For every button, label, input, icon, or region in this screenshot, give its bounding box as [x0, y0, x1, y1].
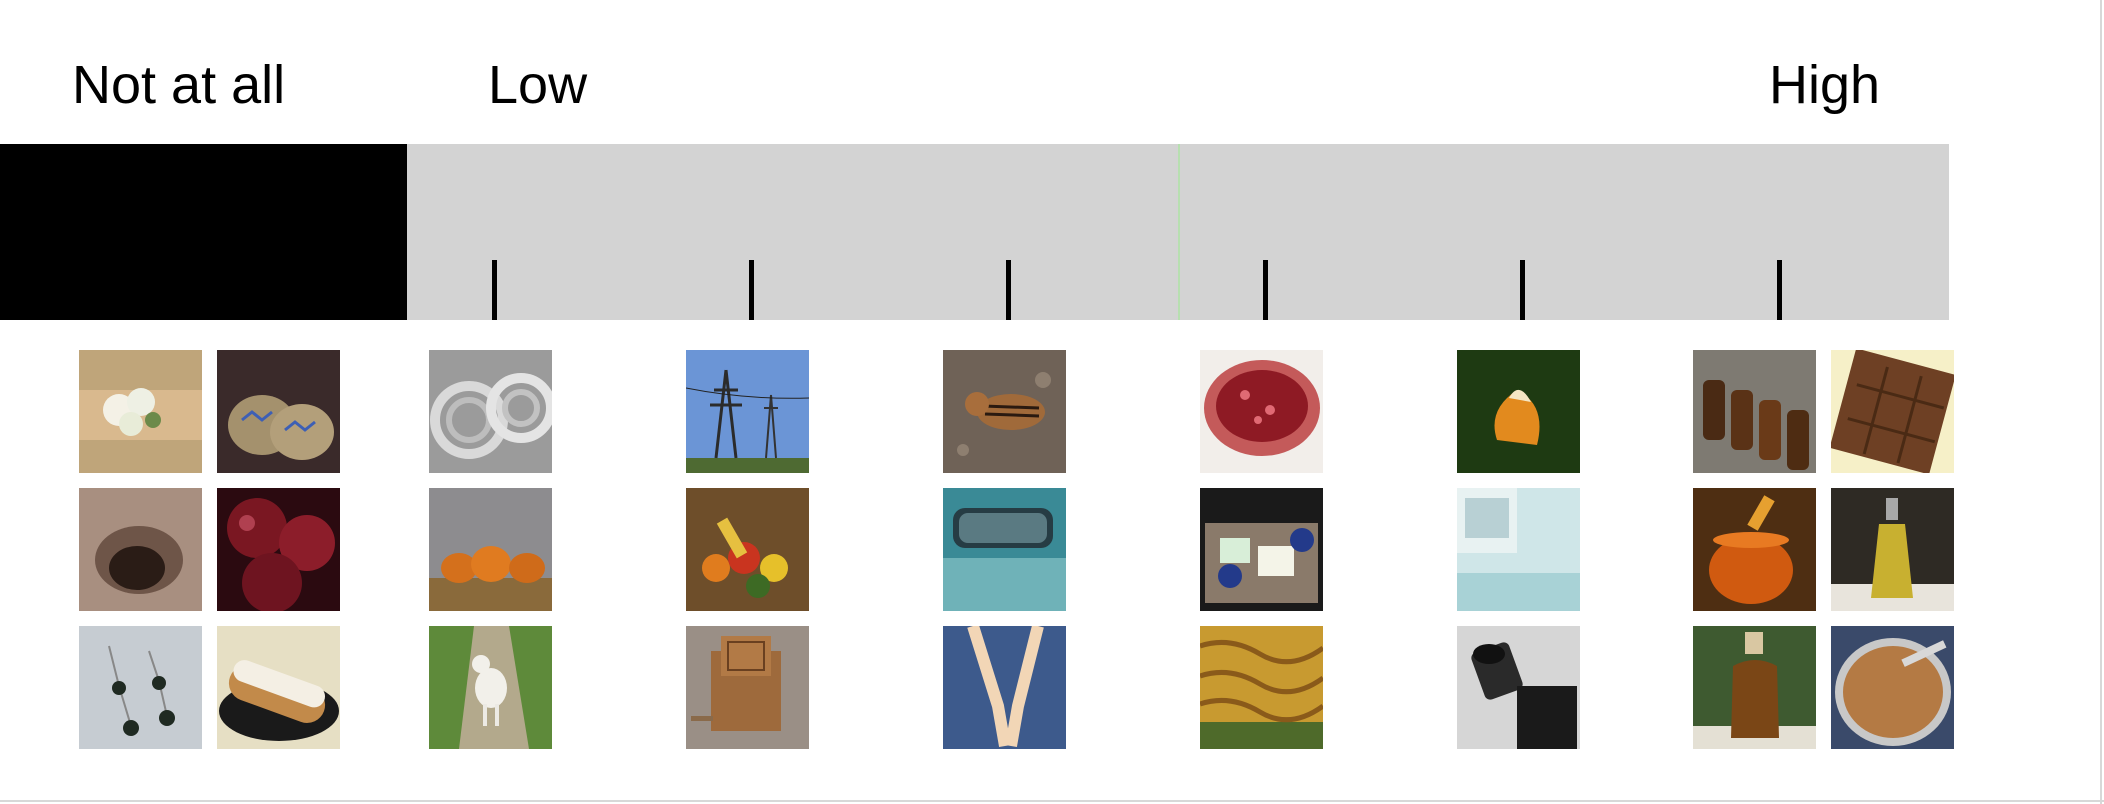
- honey-jar-image: [1693, 488, 1816, 611]
- moccasins-image: [217, 350, 340, 473]
- maple-syrup-bottle-image: [1693, 626, 1816, 749]
- scale-tick-2: [749, 260, 754, 320]
- car-mirror-image: [943, 488, 1066, 611]
- oil-cruet-image: [1831, 488, 1954, 611]
- label-high: High: [1769, 58, 1880, 112]
- chipmunk-image: [943, 350, 1066, 473]
- scale-tick-1: [492, 260, 497, 320]
- frame-edge-right: [2100, 0, 2102, 804]
- food-containers-image: [1200, 488, 1323, 611]
- wrist-corsage-image: [79, 350, 202, 473]
- scale-tick-4: [1263, 260, 1268, 320]
- syrup-bottles-image: [1693, 350, 1816, 473]
- cornucopia-image: [686, 488, 809, 611]
- bead-earrings-image: [79, 626, 202, 749]
- eclair-image: [217, 626, 340, 749]
- scale-midline: [1178, 144, 1180, 320]
- wooden-music-box-image: [686, 626, 809, 749]
- lamb-image: [429, 626, 552, 749]
- scale-tick-3: [1006, 260, 1011, 320]
- label-not-at-all: Not at all: [72, 58, 285, 112]
- label-low: Low: [488, 58, 587, 112]
- pomegranate-image: [1200, 350, 1323, 473]
- freezer-ice-image: [1457, 488, 1580, 611]
- power-lines-image: [686, 350, 809, 473]
- beets-image: [217, 488, 340, 611]
- wire-coils-image: [429, 350, 552, 473]
- frame-edge-bottom: [0, 800, 2104, 802]
- lanyard-image: [943, 626, 1066, 749]
- telescope-eyepiece-image: [1457, 626, 1580, 749]
- scale-tick-6: [1777, 260, 1782, 320]
- pumpkins-image: [429, 488, 552, 611]
- peanut-butter-image: [1831, 626, 1954, 749]
- lasagna-image: [1200, 626, 1323, 749]
- scale-tick-5: [1520, 260, 1525, 320]
- hole-in-ground-image: [79, 488, 202, 611]
- not-at-all-block: [0, 144, 407, 320]
- chocolate-bar-image: [1831, 350, 1954, 473]
- orange-peel-image: [1457, 350, 1580, 473]
